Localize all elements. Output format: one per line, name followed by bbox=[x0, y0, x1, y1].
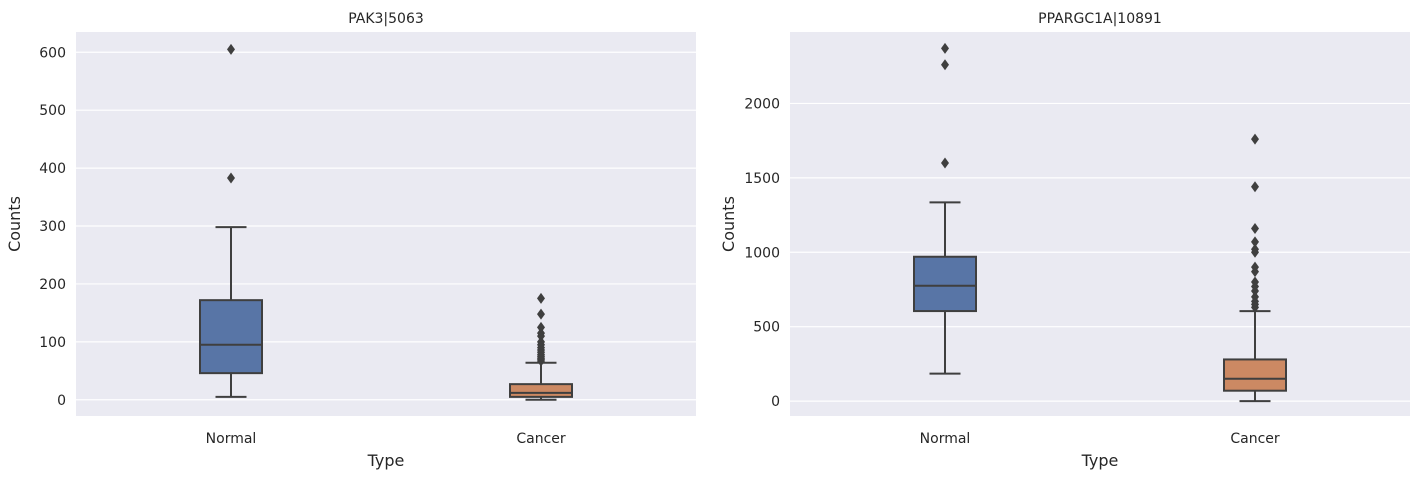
y-tick-label: 1000 bbox=[744, 245, 780, 261]
x-tick-labels: Normal Cancer bbox=[920, 431, 1280, 447]
outlier-point bbox=[1251, 236, 1259, 248]
outlier-point bbox=[537, 308, 545, 320]
outlier-point bbox=[941, 59, 949, 71]
outlier-point bbox=[537, 336, 545, 348]
x-axis-label: Type bbox=[367, 451, 405, 470]
box-cancer bbox=[1223, 133, 1287, 403]
outlier-point bbox=[1251, 261, 1259, 273]
panel-ppargc1a: 0 500 1000 1500 2000 Normal Cancer PPARGC1A|1… bbox=[719, 11, 1410, 470]
outlier-point bbox=[941, 42, 949, 54]
y-tick-label: 100 bbox=[39, 335, 66, 351]
grid-lines bbox=[790, 102, 1410, 402]
box-cancer bbox=[509, 292, 573, 401]
x-tick-label: Normal bbox=[920, 431, 971, 447]
y-tick-label: 500 bbox=[39, 103, 66, 119]
x-tick-label: Cancer bbox=[1230, 431, 1280, 447]
y-tick-label: 1500 bbox=[744, 171, 780, 187]
y-tick-labels: 0 500 1000 1500 2000 bbox=[744, 96, 780, 410]
y-tick-labels: 0 100 200 300 400 500 600 bbox=[39, 45, 66, 409]
x-tick-label: Cancer bbox=[516, 431, 566, 447]
y-tick-label: 200 bbox=[39, 277, 66, 293]
y-tick-label: 600 bbox=[39, 45, 66, 61]
outlier-point bbox=[941, 157, 949, 169]
y-tick-label: 0 bbox=[57, 393, 66, 409]
iqr-box bbox=[509, 383, 573, 398]
y-tick-label: 0 bbox=[771, 394, 780, 410]
y-axis-label: Counts bbox=[5, 196, 24, 252]
chart-title: PPARGC1A|10891 bbox=[1038, 11, 1162, 27]
x-axis-label: Type bbox=[1081, 451, 1119, 470]
outlier-point bbox=[537, 321, 545, 333]
box-normal bbox=[199, 43, 263, 398]
x-tick-label: Normal bbox=[206, 431, 257, 447]
grid-lines bbox=[76, 51, 696, 401]
outlier-point bbox=[227, 172, 235, 184]
outlier-point bbox=[537, 327, 545, 339]
y-tick-label: 300 bbox=[39, 219, 66, 235]
outlier-point bbox=[1251, 243, 1259, 255]
y-tick-label: 500 bbox=[753, 320, 780, 336]
outlier-point bbox=[1251, 133, 1259, 145]
boxes bbox=[913, 42, 1287, 403]
outlier-point bbox=[1251, 291, 1259, 303]
y-axis-label: Counts bbox=[719, 196, 738, 252]
iqr-box bbox=[1223, 358, 1287, 392]
box-normal bbox=[913, 42, 977, 375]
y-tick-label: 400 bbox=[39, 161, 66, 177]
y-tick-label: 2000 bbox=[744, 96, 780, 112]
plot-area bbox=[76, 32, 696, 416]
outlier-point bbox=[1251, 181, 1259, 193]
plot-area bbox=[790, 32, 1410, 416]
outlier-point bbox=[537, 292, 545, 304]
outlier-point bbox=[1251, 222, 1259, 234]
panel-pak3: 0 100 200 300 400 500 600 Normal Cancer PAK3|50… bbox=[5, 11, 696, 470]
x-tick-labels: Normal Cancer bbox=[206, 431, 566, 447]
outlier-point bbox=[1251, 276, 1259, 288]
iqr-box bbox=[199, 299, 263, 375]
outlier-point bbox=[227, 43, 235, 55]
iqr-box bbox=[913, 255, 977, 313]
boxes bbox=[199, 43, 573, 401]
chart-title: PAK3|5063 bbox=[348, 11, 424, 27]
